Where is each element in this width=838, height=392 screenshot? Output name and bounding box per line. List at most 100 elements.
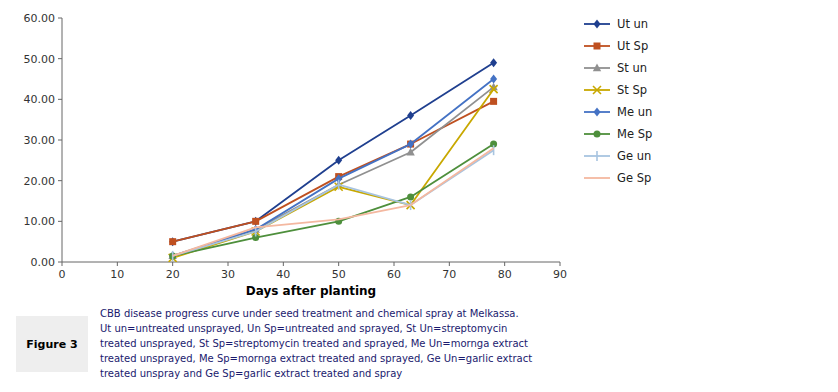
y-tick bbox=[58, 180, 62, 181]
legend-item: St un bbox=[584, 61, 647, 75]
caption-line: Ut un=untreated unsprayed, Un Sp=untreat… bbox=[100, 323, 507, 334]
y-tick-label: 30.00 bbox=[24, 134, 56, 147]
caption-line: treated unsprayed, St Sp=streptomycin tr… bbox=[100, 338, 528, 349]
legend: Ut un Ut Sp St un St Sp Me un Me Sp Ge un Ge Sp bbox=[584, 17, 652, 185]
x-tick-label: 0 bbox=[59, 268, 66, 281]
caption-line: treated unsprayed, Me Sp=mornga extract … bbox=[100, 353, 532, 364]
series-marker bbox=[406, 148, 414, 156]
chart: 0 10 20 30 40 50 60 70 80 90 0.00 10.00 20.00 30.00 40… bbox=[0, 0, 838, 392]
series-marker bbox=[338, 180, 340, 190]
x-tick-label: 40 bbox=[276, 268, 290, 281]
y-tick bbox=[58, 99, 62, 100]
series-line bbox=[173, 89, 494, 258]
series bbox=[169, 85, 498, 262]
caption: CBB disease progress curve under seed tr… bbox=[100, 308, 532, 379]
legend-label: St un bbox=[617, 61, 647, 75]
x-tick bbox=[338, 262, 339, 266]
x-tick-label: 30 bbox=[221, 268, 235, 281]
series-line bbox=[173, 63, 494, 242]
y-tick bbox=[58, 140, 62, 141]
figure-label-text: Figure 3 bbox=[26, 338, 77, 351]
series-marker bbox=[490, 85, 498, 93]
figure-label: Figure 3 bbox=[16, 316, 88, 372]
y-tick bbox=[58, 18, 62, 19]
x-tick-label: 90 bbox=[553, 268, 567, 281]
axes: 0 10 20 30 40 50 60 70 80 90 0.00 10.00 20.00 30.00 40… bbox=[24, 12, 568, 281]
series-marker bbox=[407, 140, 414, 149]
legend-marker bbox=[594, 131, 601, 138]
legend-marker bbox=[596, 151, 598, 161]
y-tick-label: 40.00 bbox=[24, 93, 56, 106]
series bbox=[168, 83, 497, 259]
figure-label-box bbox=[16, 316, 88, 372]
y-tick bbox=[58, 221, 62, 222]
series bbox=[173, 148, 494, 256]
y-tick-label: 20.00 bbox=[24, 175, 56, 188]
legend-marker bbox=[594, 108, 601, 117]
series-marker bbox=[169, 237, 176, 246]
x-tick-label: 50 bbox=[332, 268, 346, 281]
legend-item: Ut Sp bbox=[584, 39, 648, 53]
series-line bbox=[173, 87, 494, 256]
x-tick bbox=[117, 262, 118, 266]
y-tick-label: 50.00 bbox=[24, 53, 56, 66]
x-tick bbox=[172, 262, 173, 266]
series-marker bbox=[490, 98, 497, 105]
x-tick bbox=[283, 262, 284, 266]
legend-label: Ut un bbox=[617, 17, 648, 31]
legend-label: Ge un bbox=[617, 149, 651, 163]
x-tick-label: 60 bbox=[387, 268, 401, 281]
plot-area bbox=[168, 58, 497, 262]
legend-label: Ge Sp bbox=[617, 171, 651, 185]
legend-marker bbox=[593, 86, 601, 94]
series-marker bbox=[490, 75, 497, 84]
series-marker bbox=[407, 111, 414, 120]
legend-marker bbox=[594, 20, 601, 29]
y-tick bbox=[58, 58, 62, 59]
x-tick bbox=[394, 262, 395, 266]
caption-line: CBB disease progress curve under seed tr… bbox=[100, 308, 519, 319]
legend-item: Me un bbox=[584, 105, 652, 119]
x-axis-label: Days after planting bbox=[246, 284, 376, 298]
series bbox=[169, 75, 497, 261]
series-line bbox=[173, 79, 494, 256]
x-tick bbox=[228, 262, 229, 266]
y-tick-label: 10.00 bbox=[24, 215, 56, 228]
series bbox=[173, 145, 494, 261]
series-marker bbox=[490, 58, 497, 67]
caption-line: treated unspray and Ge Sp=garlic extract… bbox=[100, 368, 402, 379]
legend-label: Me un bbox=[617, 105, 652, 119]
y-tick-label: 60.00 bbox=[24, 12, 56, 25]
series-marker bbox=[252, 218, 259, 225]
series-marker bbox=[335, 156, 342, 165]
series-marker bbox=[493, 145, 495, 155]
series-line bbox=[173, 144, 494, 256]
x-tick-label: 70 bbox=[442, 268, 456, 281]
y-tick-label: 0.00 bbox=[31, 256, 56, 269]
legend-marker bbox=[594, 43, 601, 50]
x-tick bbox=[504, 262, 505, 266]
legend-label: St Sp bbox=[617, 83, 647, 97]
x-tick bbox=[449, 262, 450, 266]
legend-item: Me Sp bbox=[584, 127, 652, 141]
series bbox=[169, 141, 497, 260]
series-marker bbox=[407, 193, 414, 200]
legend-item: Ut un bbox=[584, 17, 648, 31]
legend-label: Ut Sp bbox=[617, 39, 648, 53]
x-axis-line bbox=[62, 262, 560, 263]
legend-label: Me Sp bbox=[617, 127, 652, 141]
x-tick bbox=[560, 262, 561, 266]
series-marker bbox=[252, 217, 259, 226]
x-tick bbox=[62, 262, 63, 266]
legend-marker bbox=[593, 64, 601, 72]
x-tick-label: 80 bbox=[498, 268, 512, 281]
legend-swatch bbox=[584, 177, 610, 179]
legend-item: Ge Sp bbox=[584, 171, 651, 185]
series-marker bbox=[169, 238, 176, 245]
legend-item: St Sp bbox=[584, 83, 647, 97]
y-tick bbox=[58, 262, 62, 263]
series-line bbox=[173, 148, 494, 256]
x-tick-label: 20 bbox=[166, 268, 180, 281]
legend-item: Ge un bbox=[584, 149, 651, 163]
x-tick-label: 10 bbox=[110, 268, 124, 281]
